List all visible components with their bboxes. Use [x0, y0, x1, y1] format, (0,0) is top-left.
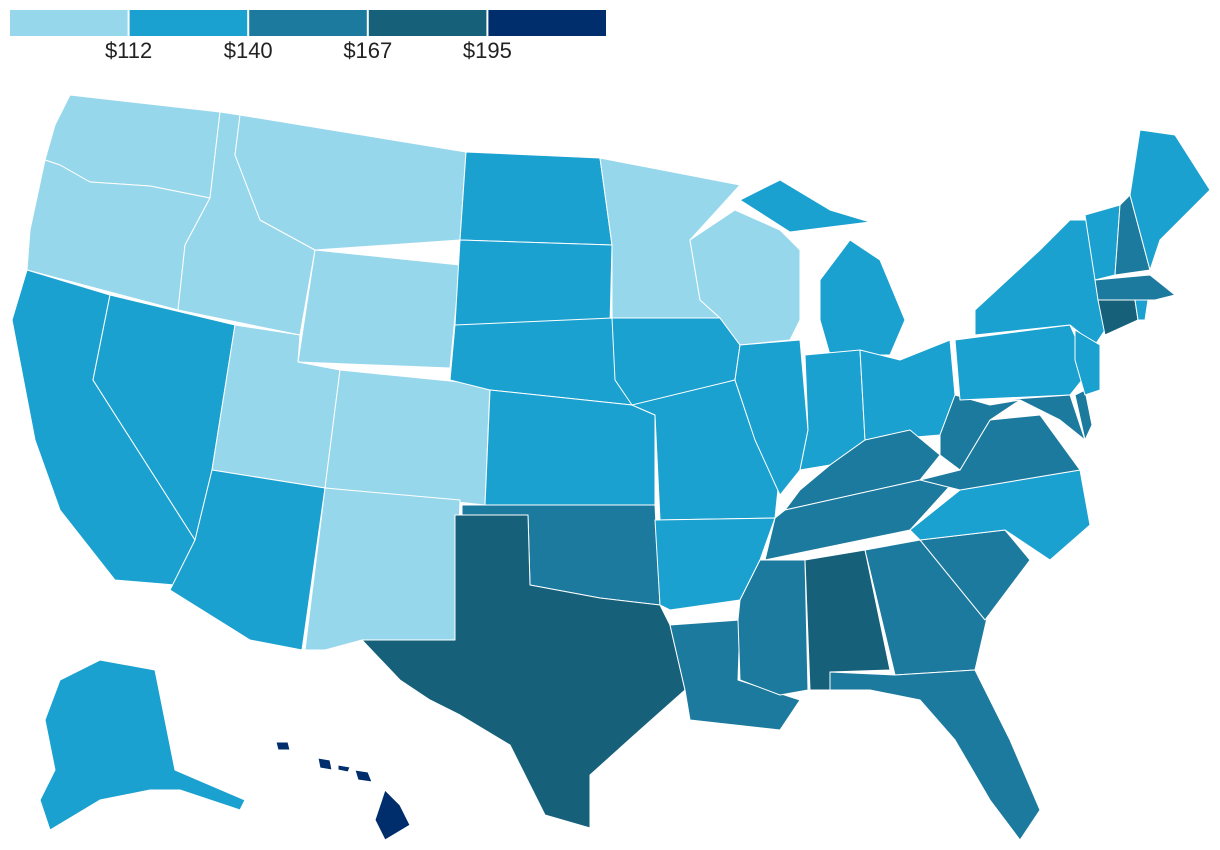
- region: [1129, 129, 1211, 271]
- region: [1074, 329, 1101, 396]
- region: [454, 239, 613, 326]
- region: [739, 179, 906, 356]
- region: [974, 219, 1106, 346]
- region: [1134, 299, 1149, 321]
- region: [864, 539, 991, 676]
- region: [459, 151, 613, 246]
- region: [484, 389, 656, 506]
- legend-swatch: [10, 10, 128, 36]
- region: [39, 659, 246, 831]
- region: [734, 339, 809, 496]
- region: [275, 741, 411, 841]
- region: [829, 669, 1041, 841]
- region: [324, 369, 491, 506]
- region: [1094, 274, 1176, 301]
- region: [1074, 389, 1093, 441]
- region: [689, 209, 801, 346]
- legend-swatch: [488, 10, 606, 36]
- region: [361, 514, 686, 829]
- region: [859, 339, 956, 441]
- region: [304, 487, 461, 651]
- legend-label: $167: [343, 38, 392, 63]
- region: [1097, 299, 1139, 336]
- legend-swatch: [129, 10, 248, 36]
- region: [999, 394, 1086, 441]
- legend-label: $140: [224, 38, 273, 63]
- legend-label: $112: [105, 38, 152, 63]
- legend-label: $195: [463, 38, 512, 63]
- region: [954, 324, 1091, 401]
- legend-swatch: [368, 10, 487, 36]
- region: [297, 249, 461, 369]
- legend-swatch: [249, 10, 367, 36]
